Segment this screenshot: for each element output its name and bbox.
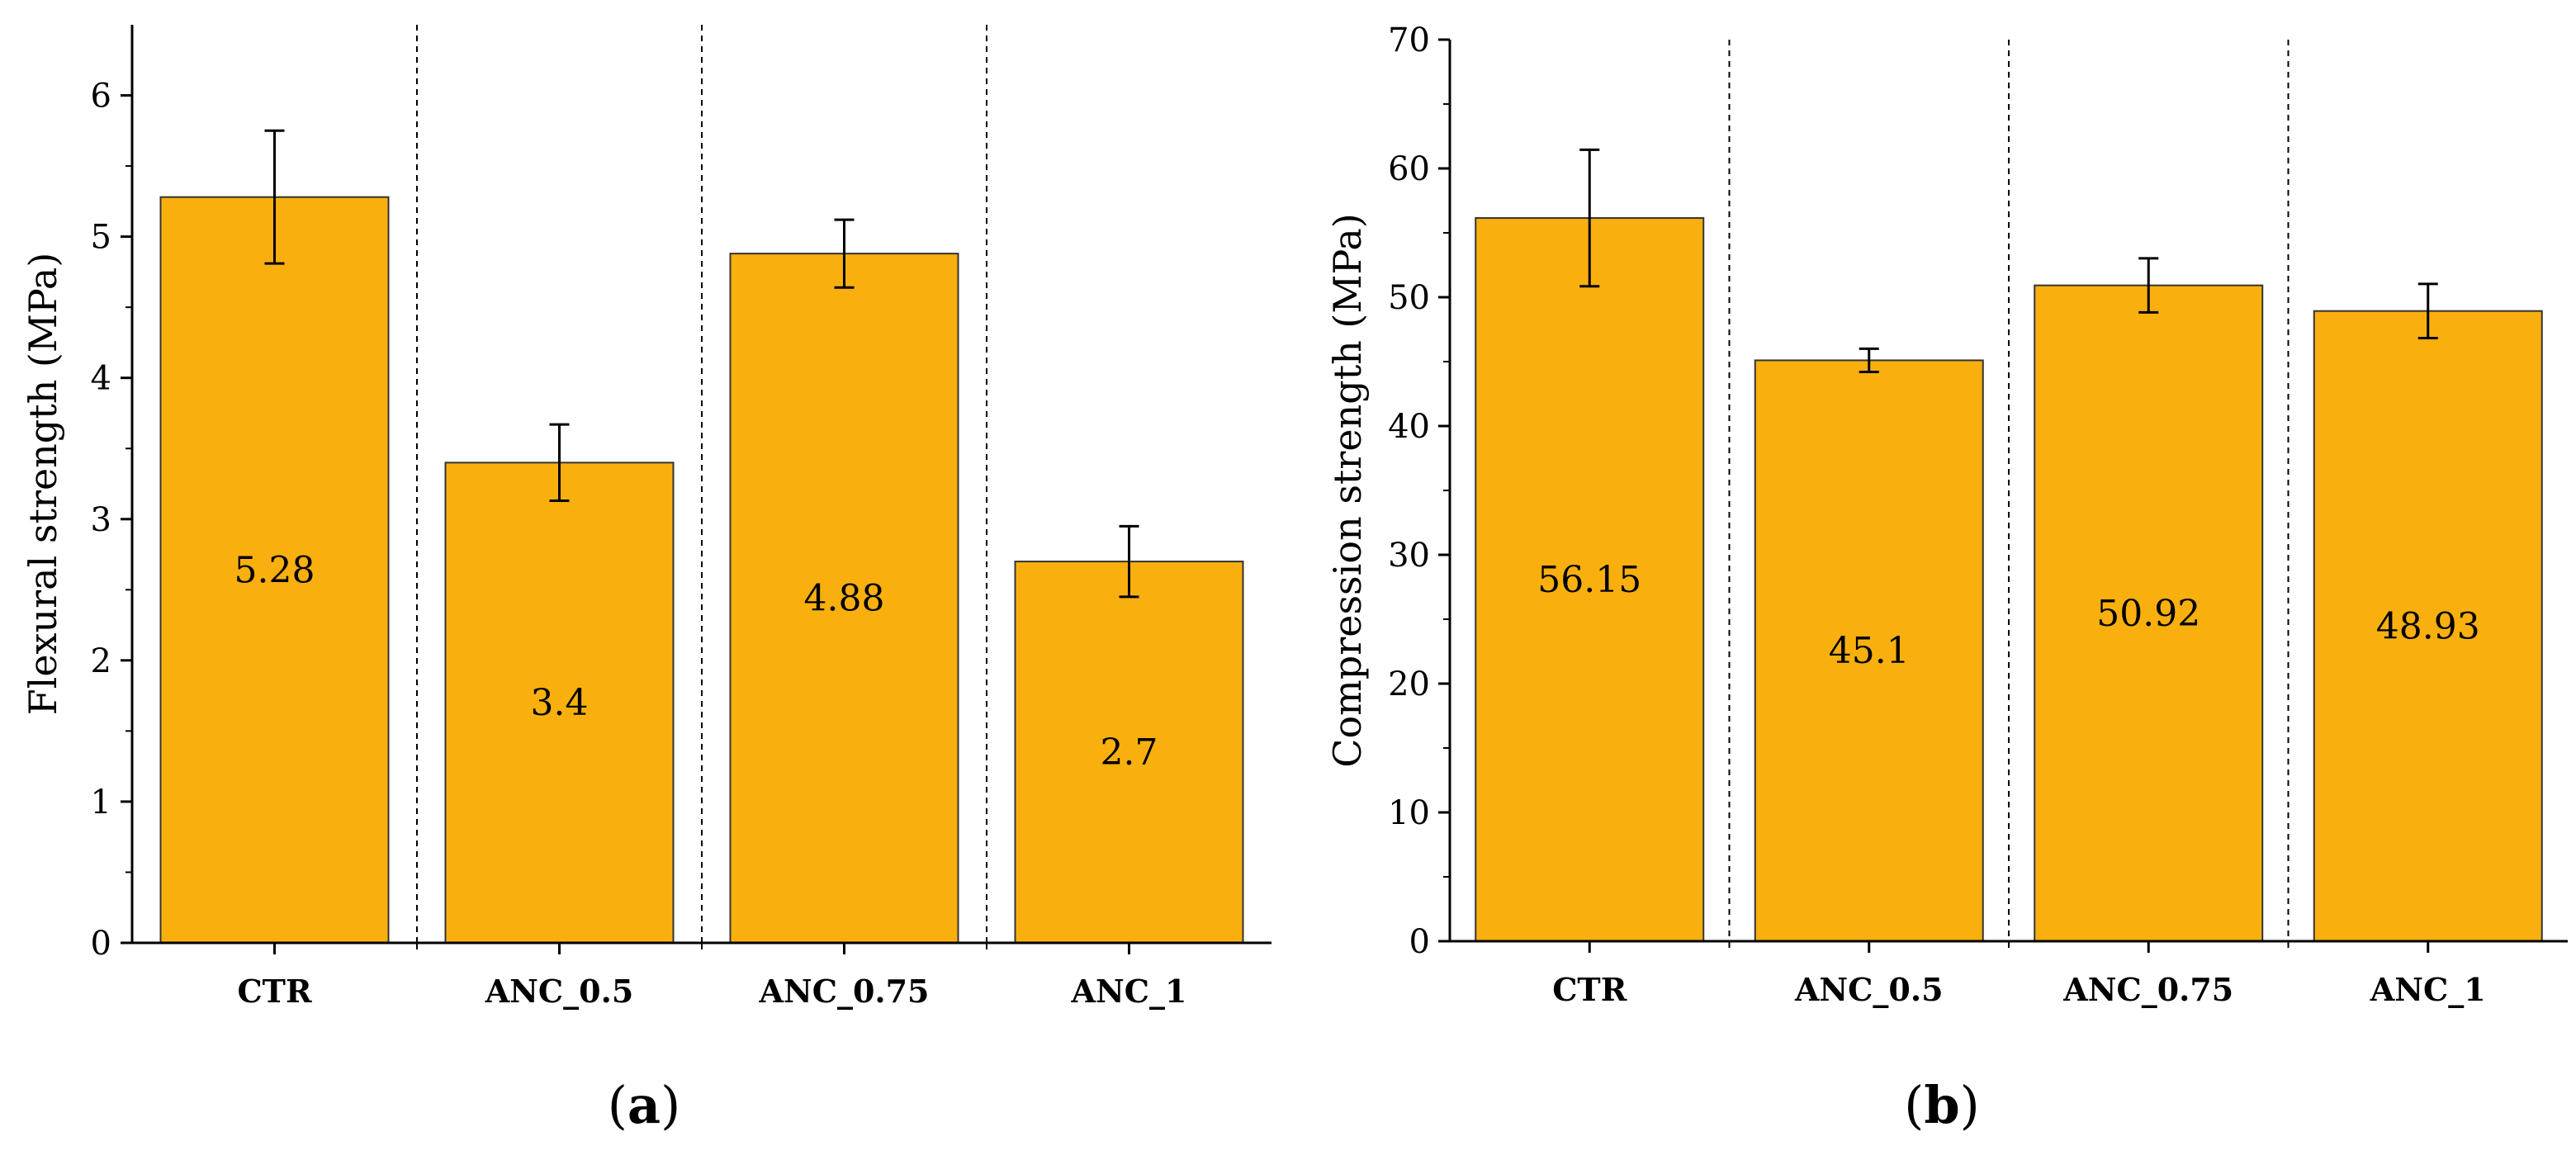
- bar-anc_0.5: [444, 462, 675, 944]
- data-label: 2.7: [1101, 732, 1158, 774]
- y-tick-label: 70: [1388, 21, 1430, 59]
- x-tick-label: ANC_1: [1071, 973, 1187, 1010]
- y-axis-title: Flexural strength (MPa): [21, 253, 65, 716]
- chart-panel-a: 5.28 CTR 3.4 ANC_0.5 4.88 ANC_0.75 2.7 ANC_1 0 1 2…: [21, 25, 1271, 1135]
- y-tick-label: 4: [91, 360, 111, 398]
- bar-anc_0.75: [2034, 284, 2264, 942]
- panel-label-open: (: [1904, 1075, 1924, 1135]
- panel-label-close: ): [1960, 1075, 1980, 1135]
- bar-anc_0.5: [1754, 359, 1984, 942]
- y-tick-label: 50: [1388, 279, 1430, 317]
- y-tick-label: 6: [91, 78, 111, 116]
- bar-anc_0.75: [729, 253, 959, 945]
- data-label: 45.1: [1829, 630, 1910, 672]
- bar-anc_1: [2313, 310, 2543, 942]
- bar-anc_1: [1014, 561, 1244, 944]
- panel-label-open: (: [608, 1075, 627, 1135]
- data-label: 50.92: [2096, 593, 2200, 635]
- y-tick-label: 0: [91, 925, 111, 963]
- x-tick-label: ANC_0.75: [758, 973, 929, 1010]
- panel-label-letter: a: [627, 1075, 661, 1135]
- y-tick-label: 5: [91, 219, 111, 257]
- data-label: 56.15: [1537, 559, 1641, 601]
- y-tick-label: 2: [91, 642, 111, 680]
- panel-label: (a): [608, 1075, 681, 1135]
- y-tick-label: 3: [91, 501, 111, 539]
- y-axis-title: Compression strength (MPa): [1325, 213, 1370, 767]
- data-label: 5.28: [234, 549, 315, 591]
- x-tick-label: ANC_0.75: [2062, 971, 2233, 1008]
- y-tick-label: 0: [1409, 923, 1430, 961]
- panel-label-close: ): [661, 1075, 680, 1135]
- panel-label: (b): [1904, 1075, 1980, 1135]
- x-tick-label: CTR: [237, 973, 312, 1010]
- y-tick-label: 20: [1388, 665, 1430, 703]
- y-tick-label: 1: [91, 784, 111, 821]
- x-tick-label: ANC_1: [2370, 971, 2486, 1008]
- y-tick-label: 40: [1388, 408, 1430, 446]
- data-label: 48.93: [2376, 605, 2480, 647]
- x-tick-label: ANC_0.5: [485, 973, 634, 1010]
- x-tick-label: CTR: [1552, 971, 1627, 1008]
- y-tick-label: 30: [1388, 537, 1430, 575]
- data-label: 3.4: [531, 682, 589, 724]
- x-tick-label: ANC_0.5: [1794, 971, 1944, 1008]
- data-label: 4.88: [804, 578, 885, 620]
- bar-ctr: [159, 196, 390, 944]
- y-tick-label: 10: [1388, 794, 1430, 832]
- y-tick-label: 60: [1388, 150, 1430, 188]
- panel-label-letter: b: [1924, 1075, 1959, 1135]
- chart-panel-b: 56.15 CTR 45.1 ANC_0.5 50.92 ANC_0.75 48.93 ANC…: [1325, 21, 2568, 1135]
